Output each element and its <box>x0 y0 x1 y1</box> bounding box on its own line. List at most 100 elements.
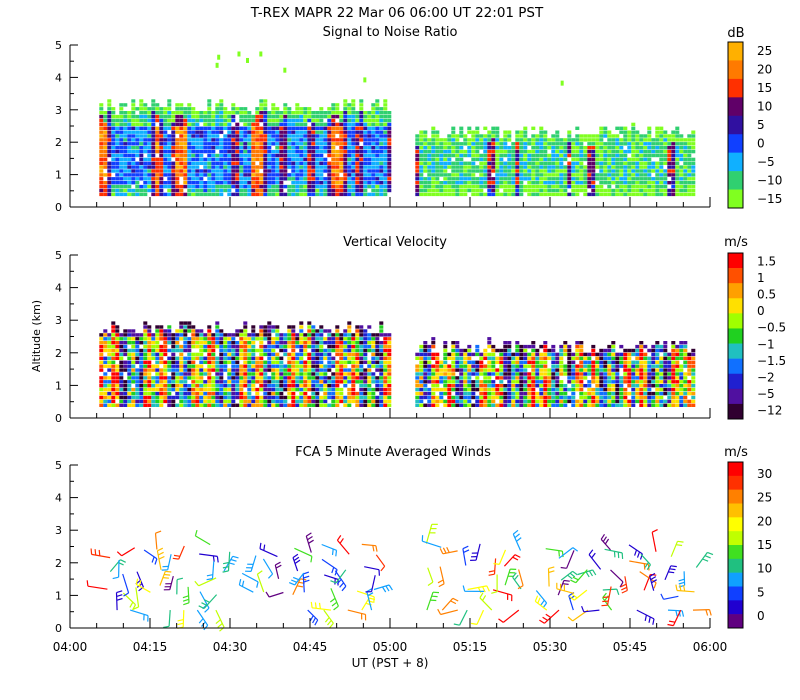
colorbar-swatch <box>728 403 743 420</box>
wind-barb <box>643 574 651 591</box>
wind-barb <box>203 594 218 609</box>
wind-barb <box>182 610 185 628</box>
colorbar-label: 1 <box>757 271 765 285</box>
colorbar-label: −10 <box>757 173 782 187</box>
wind-barb <box>683 571 686 586</box>
colorbar-swatch <box>728 388 743 405</box>
x-tick-label: 05:00 <box>373 640 408 654</box>
y-tick-label: 0 <box>55 201 62 214</box>
x-tick-label: 06:00 <box>693 640 728 654</box>
colorbar-swatch <box>728 358 743 375</box>
wind-barb <box>676 589 695 593</box>
wind-barb <box>91 553 111 559</box>
wind-barb <box>169 575 174 590</box>
wind-barb <box>664 565 672 581</box>
wind-barb <box>492 589 512 596</box>
wind-barb <box>302 573 305 593</box>
wind-barb <box>604 548 623 554</box>
wind-barb <box>324 574 339 581</box>
colorbar-swatch <box>728 283 743 299</box>
wind-barb <box>305 535 312 553</box>
wind-barb <box>323 609 334 624</box>
wind-barb <box>543 609 560 624</box>
wind-barb <box>199 553 218 557</box>
y-tick-label: 4 <box>55 492 62 505</box>
colorbar-label: −5 <box>757 387 775 401</box>
colorbar-label: 0.5 <box>757 288 776 302</box>
wind-barb <box>156 550 162 570</box>
wind-barb <box>364 566 380 571</box>
wind-barb <box>427 567 434 583</box>
y-tick-label: 4 <box>55 282 62 295</box>
wind-barb <box>366 591 373 611</box>
wind-barb <box>610 569 624 583</box>
wind-barb <box>426 592 434 611</box>
wind-barb <box>573 589 588 601</box>
wind-barb <box>178 545 185 560</box>
colorbar-swatch <box>728 475 743 490</box>
vertical-velocity-panel: Vertical Velocity m/s 0 1 2 3 4 5 1.5 1 0.5 0 −0.5… <box>55 235 786 425</box>
wind-barb <box>121 547 136 557</box>
wind-barb <box>467 585 487 591</box>
x-tick-label: 05:15 <box>453 640 488 654</box>
x-tick-label: 05:45 <box>613 640 648 654</box>
wind-barb <box>122 573 130 594</box>
wind-barb <box>624 576 628 591</box>
wind-barb <box>476 609 485 625</box>
wind-barbs <box>86 523 714 632</box>
wind-barb <box>493 558 497 575</box>
colorbar-swatch <box>728 517 743 532</box>
colorbar-swatch <box>728 600 743 615</box>
wind-barb <box>568 595 574 611</box>
wind-barb <box>375 554 386 567</box>
wind-barb <box>370 575 376 592</box>
wind-barb <box>269 591 284 598</box>
x-axis-label: UT (PST + 8) <box>352 656 429 670</box>
colorbar-label: −2 <box>757 371 775 385</box>
x-tick-label: 04:30 <box>213 640 248 654</box>
snr-panel-title: Signal to Noise Ratio <box>323 25 458 40</box>
colorbar-label: 20 <box>757 63 772 77</box>
wind-barb <box>628 544 643 555</box>
wind-barb <box>136 571 144 588</box>
colorbar-swatch <box>728 328 743 344</box>
colorbar-label: 10 <box>757 562 772 576</box>
wind-barb <box>294 547 313 557</box>
wind-barb <box>330 588 339 607</box>
wind-barb <box>259 548 278 558</box>
colorbar-label: 10 <box>757 100 772 114</box>
colorbar-label: 0 <box>757 609 765 623</box>
colorbar-swatch <box>728 134 743 153</box>
wind-barb <box>135 587 140 607</box>
vv-colorbar-unit: m/s <box>724 235 748 250</box>
colorbar-swatch <box>728 97 743 117</box>
y-tick-label: 3 <box>55 524 62 537</box>
y-tick-label: 2 <box>55 136 62 149</box>
wind-barb <box>195 535 211 546</box>
wind-barb <box>583 609 600 613</box>
colorbar-swatch <box>728 171 743 190</box>
wind-barb <box>294 572 305 586</box>
y-tick-label: 5 <box>55 459 62 472</box>
wind-barb <box>566 550 575 569</box>
wind-barb <box>130 609 149 617</box>
wind-barb <box>211 561 215 579</box>
y-tick-label: 3 <box>55 104 62 117</box>
wind-barb <box>649 576 655 591</box>
wind-barb <box>629 560 649 565</box>
wind-barb <box>215 609 225 628</box>
wind-barb <box>143 549 158 560</box>
x-tick-label: 04:15 <box>133 640 168 654</box>
colorbar-swatch <box>728 373 743 390</box>
wind-barb <box>459 609 468 626</box>
wind-barb <box>307 609 319 621</box>
colorbar-swatch <box>728 298 743 314</box>
wind-barb <box>602 597 613 611</box>
wind-barb <box>167 554 172 570</box>
colorbar-swatch <box>728 115 743 135</box>
y-tick-label: 5 <box>55 39 62 52</box>
y-tick-label: 1 <box>55 589 62 602</box>
wind-barb <box>503 554 516 567</box>
wind-barb <box>347 609 366 615</box>
